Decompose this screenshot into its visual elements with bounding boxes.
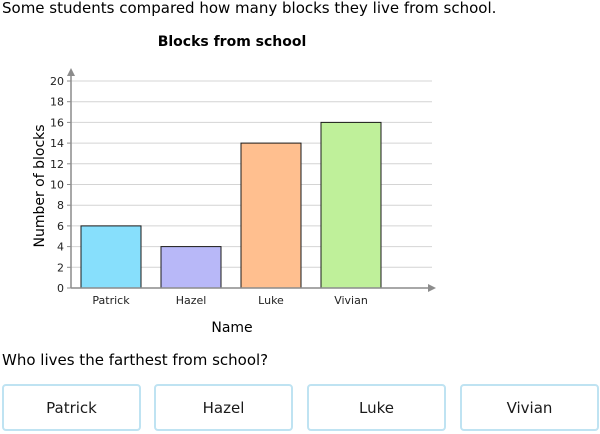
y-tick-label: 20: [50, 75, 64, 88]
question-text: Who lives the farthest from school?: [2, 351, 269, 369]
answer-button-vivian[interactable]: Vivian: [460, 384, 599, 431]
y-tick-label: 10: [50, 179, 64, 192]
answer-button-luke[interactable]: Luke: [307, 384, 446, 431]
answer-button-patrick[interactable]: Patrick: [2, 384, 141, 431]
bar-chart: Blocks from school 0 2 4 6 8 10 12 14 16 18 20 Pat…: [32, 34, 436, 336]
y-tick-label: 6: [57, 220, 64, 233]
x-tick-label: Vivian: [334, 294, 368, 307]
y-axis-label: Number of blocks: [32, 124, 48, 247]
bars: [80, 121, 382, 289]
x-axis-label: Name: [211, 320, 252, 336]
axes: [67, 68, 436, 292]
prompt-text: Some students compared how many blocks t…: [2, 0, 497, 17]
y-tick-label: 18: [50, 96, 64, 109]
answer-button-hazel[interactable]: Hazel: [154, 384, 293, 431]
y-tick-label: 4: [57, 241, 64, 254]
x-axis-arrow: [428, 284, 436, 292]
y-tick-label: 14: [50, 137, 64, 150]
bar-patrick: [80, 225, 142, 289]
y-tick-labels: 0 2 4 6 8 10 12 14 16 18 20: [50, 75, 71, 295]
bar-vivian: [320, 121, 382, 289]
y-axis-arrow: [67, 68, 75, 76]
x-tick-label: Hazel: [176, 294, 207, 307]
x-tick-label: Patrick: [92, 294, 130, 307]
x-tick-label: Luke: [258, 294, 284, 307]
chart-title: Blocks from school: [158, 34, 307, 50]
x-tick-labels: Patrick Hazel Luke Vivian: [92, 294, 367, 307]
y-tick-label: 2: [57, 261, 64, 274]
bar-hazel: [160, 246, 222, 289]
y-tick-label: 12: [50, 158, 64, 171]
y-tick-label: 0: [57, 282, 64, 295]
bar-luke: [240, 142, 302, 289]
y-tick-label: 16: [50, 116, 64, 129]
y-tick-label: 8: [57, 199, 64, 212]
